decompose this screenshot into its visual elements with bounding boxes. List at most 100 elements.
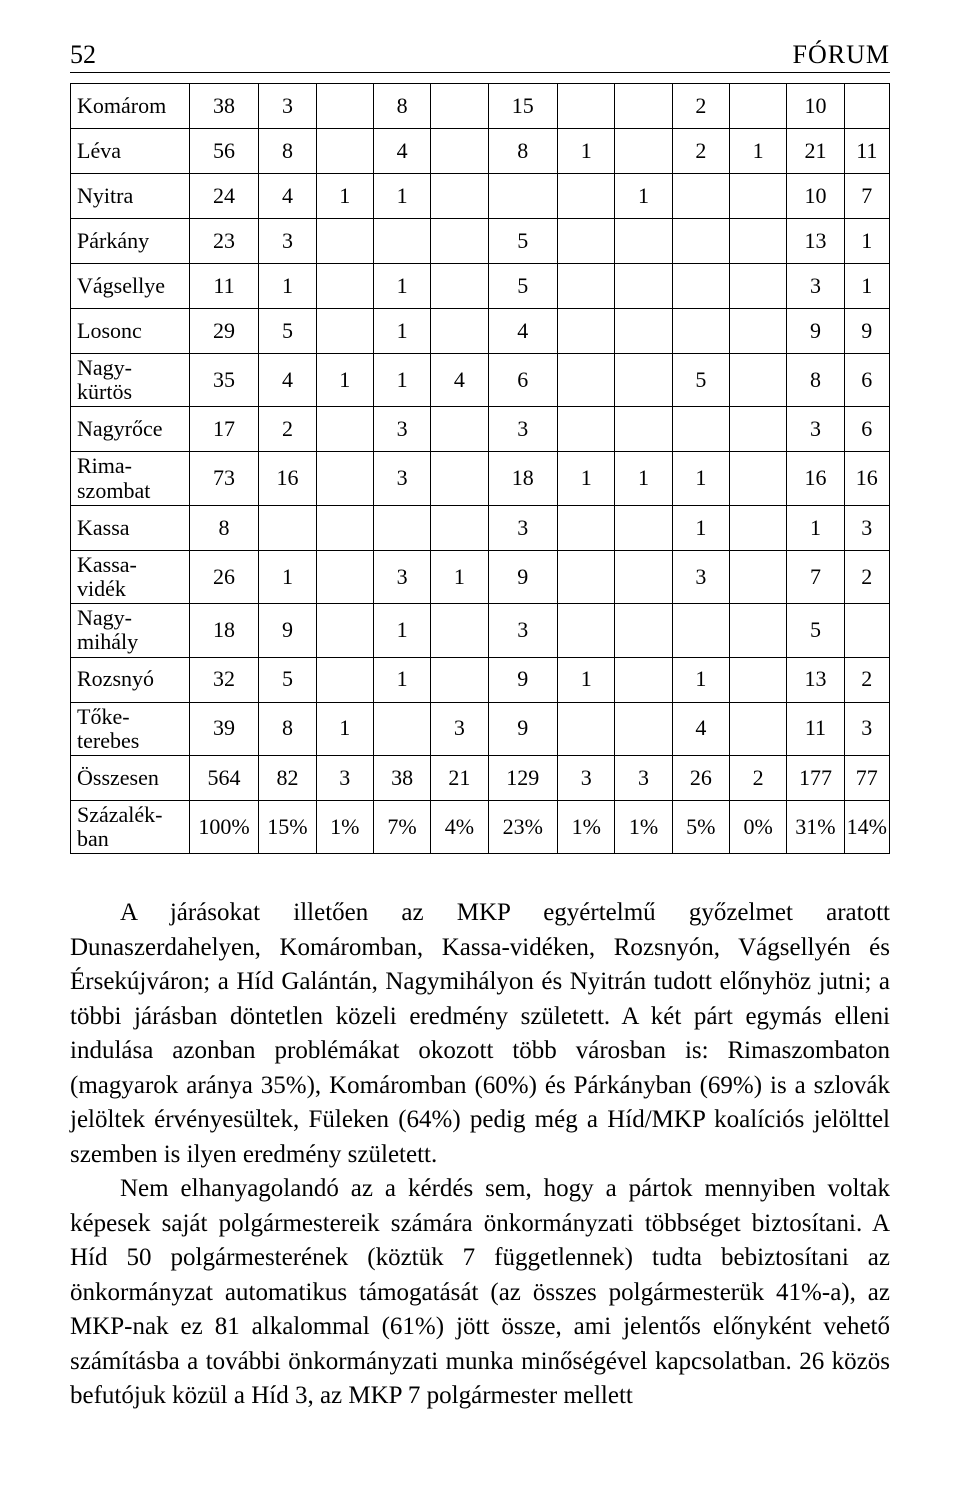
cell: 23 [189, 219, 259, 264]
page-header: 52 FÓRUM [70, 40, 890, 73]
cell: 77 [844, 755, 889, 800]
row-label: Százalék-ban [71, 800, 190, 853]
cell [431, 505, 488, 550]
section-title: FÓRUM [793, 40, 890, 70]
cell [316, 550, 373, 603]
cell: 1 [787, 505, 844, 550]
cell [672, 309, 729, 354]
cell: 3 [259, 84, 316, 129]
cell [729, 604, 786, 657]
table-row: Párkány2335131 [71, 219, 890, 264]
cell: 4% [431, 800, 488, 853]
cell [558, 702, 615, 755]
table-row: Tőke-terebes3981394113 [71, 702, 890, 755]
cell [672, 604, 729, 657]
body-text: A járásokat illetően az MKP egyértelmű g… [70, 896, 890, 1414]
table-row: Kassa-vidék261319372 [71, 550, 890, 603]
cell: 1 [373, 174, 430, 219]
cell [729, 657, 786, 702]
paragraph: Nem elhanyagolandó az a kérdés sem, hogy… [70, 1172, 890, 1414]
cell [729, 407, 786, 452]
cell: 1 [672, 657, 729, 702]
cell: 32 [189, 657, 259, 702]
paragraph: A járásokat illetően az MKP egyértelmű g… [70, 896, 890, 1172]
cell: 2 [844, 657, 889, 702]
cell: 3 [787, 407, 844, 452]
row-label: Léva [71, 129, 190, 174]
cell: 3 [844, 702, 889, 755]
cell: 8 [488, 129, 558, 174]
cell: 6 [844, 354, 889, 407]
table-row: Nagy-mihály189135 [71, 604, 890, 657]
cell: 1 [373, 354, 430, 407]
cell: 8 [373, 84, 430, 129]
cell [844, 604, 889, 657]
cell [729, 84, 786, 129]
cell: 9 [488, 702, 558, 755]
cell [729, 550, 786, 603]
cell: 7% [373, 800, 430, 853]
cell: 21 [431, 755, 488, 800]
cell [316, 84, 373, 129]
cell: 14% [844, 800, 889, 853]
cell [672, 407, 729, 452]
cell: 3 [615, 755, 672, 800]
cell: 15 [488, 84, 558, 129]
cell: 129 [488, 755, 558, 800]
cell: 4 [431, 354, 488, 407]
cell: 1% [615, 800, 672, 853]
cell [558, 84, 615, 129]
cell: 6 [488, 354, 558, 407]
cell [615, 407, 672, 452]
cell [729, 702, 786, 755]
cell: 1 [373, 604, 430, 657]
cell: 9 [259, 604, 316, 657]
cell: 1 [558, 452, 615, 505]
cell [431, 604, 488, 657]
cell: 564 [189, 755, 259, 800]
row-label: Párkány [71, 219, 190, 264]
cell [729, 354, 786, 407]
cell: 100% [189, 800, 259, 853]
cell [558, 264, 615, 309]
data-table: Komárom383815210Léva568481212111Nyitra24… [70, 83, 890, 854]
cell: 1% [558, 800, 615, 853]
cell: 3 [316, 755, 373, 800]
table-row: Léva568481212111 [71, 129, 890, 174]
table-row: Komárom383815210 [71, 84, 890, 129]
cell: 1 [373, 657, 430, 702]
cell: 15% [259, 800, 316, 853]
cell: 8 [787, 354, 844, 407]
table-row: Nyitra244111107 [71, 174, 890, 219]
cell [558, 407, 615, 452]
table-body: Komárom383815210Léva568481212111Nyitra24… [71, 84, 890, 854]
row-label: Komárom [71, 84, 190, 129]
cell [615, 702, 672, 755]
cell [316, 657, 373, 702]
cell: 1 [558, 657, 615, 702]
cell: 1% [316, 800, 373, 853]
cell: 1 [844, 219, 889, 264]
cell [729, 174, 786, 219]
cell: 8 [259, 129, 316, 174]
cell: 1 [316, 354, 373, 407]
row-label: Nagyrőce [71, 407, 190, 452]
cell [431, 309, 488, 354]
cell: 3 [558, 755, 615, 800]
cell [558, 219, 615, 264]
cell [615, 219, 672, 264]
cell [373, 702, 430, 755]
cell: 177 [787, 755, 844, 800]
cell: 5% [672, 800, 729, 853]
cell [558, 354, 615, 407]
cell: 56 [189, 129, 259, 174]
cell [373, 219, 430, 264]
cell: 5 [259, 309, 316, 354]
cell: 2 [844, 550, 889, 603]
cell: 26 [189, 550, 259, 603]
cell: 1 [615, 452, 672, 505]
table-row: Százalék-ban100%15%1%7%4%23%1%1%5%0%31%1… [71, 800, 890, 853]
cell [615, 550, 672, 603]
table-row: Rima-szombat73163181111616 [71, 452, 890, 505]
cell: 11 [787, 702, 844, 755]
